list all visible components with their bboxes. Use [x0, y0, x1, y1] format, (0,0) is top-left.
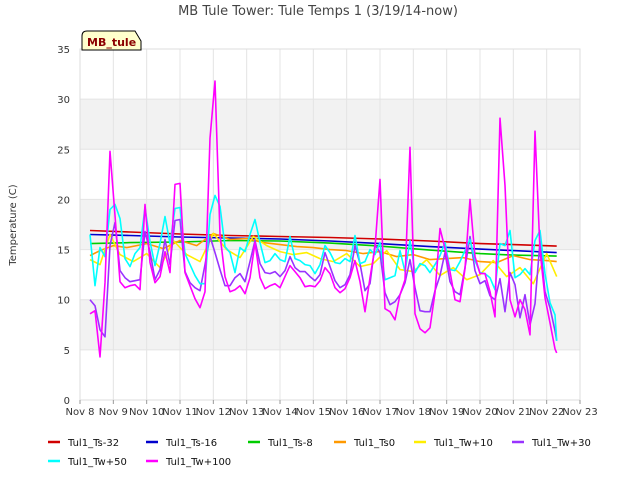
y-axis-ticks: 0 5 10 15 20 25 30 35 — [57, 45, 70, 407]
legend-label: Tul1_Ts-8 — [267, 438, 313, 449]
x-tick-label: Nov 9 — [99, 407, 128, 418]
x-tick-label: Nov 23 — [562, 407, 597, 418]
plot-frame — [79, 48, 581, 401]
station-badge-shape — [81, 30, 142, 51]
legend-item: Tul1_Tw+30 — [512, 438, 591, 449]
y-tick-label: 5 — [64, 346, 70, 357]
legend-label: Tul1_Tw+30 — [531, 438, 591, 449]
x-tick-label: Nov 22 — [529, 407, 564, 418]
y-tick-label: 20 — [57, 195, 70, 206]
x-tick-label: Nov 15 — [296, 407, 331, 418]
x-tick-label: Nov 14 — [262, 407, 297, 418]
x-tick-label: Nov 18 — [396, 407, 431, 418]
station-badge-label: MB_tule — [87, 36, 136, 49]
legend-label: Tul1_Ts-16 — [165, 438, 217, 449]
x-tick-label: Nov 16 — [329, 407, 364, 418]
legend: Tul1_Ts-32 Tul1_Ts-16 Tul1_Ts-8 Tul1_Ts0 Tul… — [48, 438, 591, 468]
legend-label: Tul1_Tw+50 — [67, 457, 127, 468]
series-line-tul1-ts-16 — [89, 233, 557, 254]
series-line-tul1-tw-100 — [89, 80, 558, 358]
legend-item: Tul1_Tw+10 — [414, 438, 493, 449]
legend-item: Tul1_Ts-32 — [48, 438, 119, 449]
legend-item: Tul1_Ts-8 — [248, 438, 313, 449]
x-tick-label: Nov 21 — [496, 407, 531, 418]
legend-label: Tul1_Ts-32 — [67, 438, 119, 449]
x-tick-label: Nov 8 — [65, 407, 94, 418]
x-tick-label: Nov 19 — [429, 407, 464, 418]
x-tick-label: Nov 17 — [362, 407, 397, 418]
series-line-tul1-ts-32 — [89, 229, 557, 247]
y-tick-label: 35 — [57, 45, 70, 56]
legend-label: Tul1_Tw+100 — [165, 457, 231, 468]
y-axis-label: Temperature (C) — [8, 184, 19, 266]
x-tick-label: Nov 13 — [229, 407, 264, 418]
x-tick-label: Nov 12 — [196, 407, 231, 418]
y-tick-label: 25 — [57, 145, 70, 156]
series-line-tul1-tw-30 — [89, 218, 558, 341]
legend-label: Tul1_Tw+10 — [433, 438, 493, 449]
x-tick-label: Nov 10 — [129, 407, 164, 418]
y-tick-label: 0 — [64, 396, 70, 407]
legend-item: Tul1_Tw+100 — [146, 457, 231, 468]
legend-item: Tul1_Ts0 — [334, 438, 395, 449]
y-tick-label: 15 — [57, 246, 70, 257]
y-tick-label: 10 — [57, 296, 70, 307]
x-tick-label: Nov 11 — [162, 407, 197, 418]
y-tick-label: 30 — [57, 95, 70, 106]
station-badge: MB_tule — [81, 30, 142, 51]
background-band-2 — [80, 99, 580, 150]
legend-label: Tul1_Ts0 — [353, 438, 395, 449]
legend-item: Tul1_Tw+50 — [48, 457, 127, 468]
chart-title: MB Tule Tower: Tule Temps 1 (3/19/14-now… — [178, 4, 458, 19]
legend-item: Tul1_Ts-16 — [146, 438, 217, 449]
series-layer — [89, 80, 558, 358]
series-line-tul1-ts-8 — [89, 239, 557, 257]
x-tick-label: Nov 20 — [462, 407, 497, 418]
series-line-tul1-ts0 — [89, 232, 557, 264]
background-band-0 — [80, 299, 580, 350]
